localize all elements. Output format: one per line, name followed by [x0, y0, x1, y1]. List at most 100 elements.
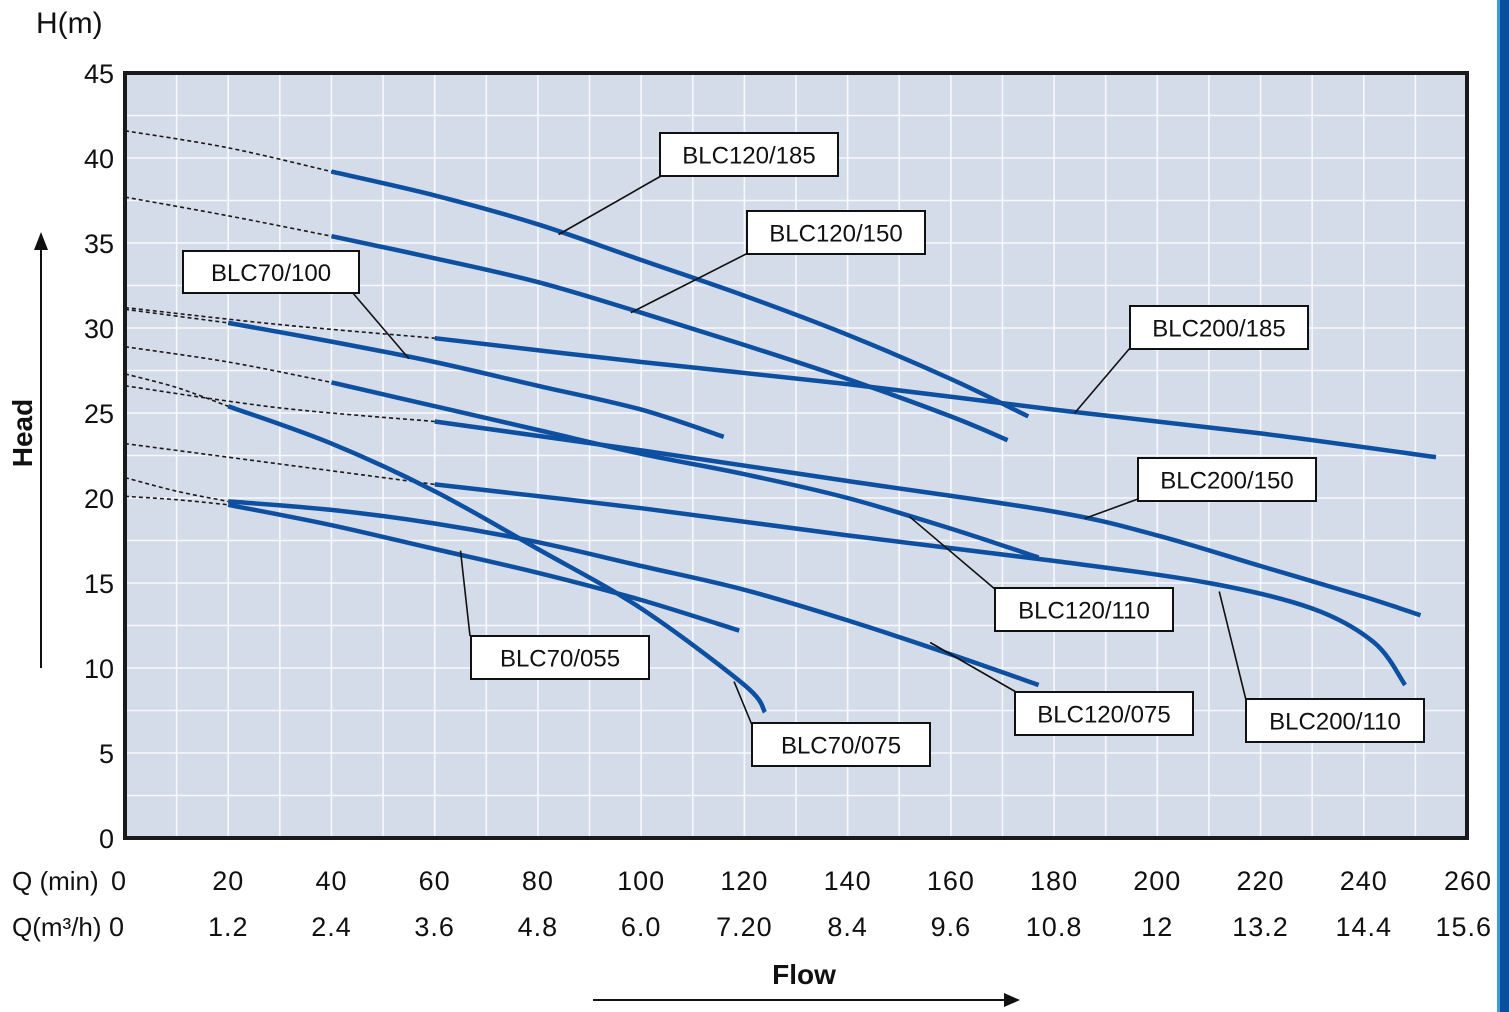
- x-tick-label-m3h: 3.6: [414, 912, 455, 942]
- callout-label-blc70-055: BLC70/055: [500, 646, 620, 673]
- y-axis-arrow-head: [34, 232, 48, 250]
- callout-box-blc120-075: [1014, 691, 1194, 736]
- y-tick-label: 5: [99, 739, 114, 769]
- x-tick-label-m3h: 0: [109, 912, 125, 942]
- x-row-label-min: Q (min): [12, 866, 99, 896]
- y-axis-title: Head: [7, 399, 38, 467]
- leader-line-blc120-075: [929, 641, 1017, 693]
- x-tick-label-m3h: 1.2: [208, 912, 249, 942]
- x-tick-label-m3h: 10.8: [1026, 912, 1083, 942]
- leader-line-blc70-100: [351, 291, 410, 360]
- x-tick-label-min: 80: [522, 866, 554, 896]
- x-tick-label-min: 180: [1030, 866, 1078, 896]
- x-row-label-m3h: Q(m³/h): [12, 912, 102, 942]
- x-tick-label-m3h: 15.6: [1435, 912, 1492, 942]
- callout-layer: BLC120/185 BLC120/150 BLC70/100 BLC200/185 B…: [182, 132, 1425, 767]
- callout-box-blc200-110: [1245, 698, 1425, 743]
- callout-label-blc120-075: BLC120/075: [1037, 702, 1170, 729]
- callout-label-blc200-150: BLC200/150: [1160, 468, 1293, 495]
- curve-blc200-150: [434, 419, 1422, 618]
- right-edge-highlight: [1497, 0, 1500, 1012]
- callout-box-blc120-110: [994, 587, 1174, 632]
- curve-extension-blc70-100: [124, 308, 229, 324]
- x-tick-label-min: 140: [824, 866, 872, 896]
- right-edge-stripe: [1500, 0, 1509, 1012]
- curve-blc120-150: [331, 234, 1009, 443]
- x-tick-label-m3h: 14.4: [1335, 912, 1392, 942]
- curve-blc200-185: [434, 335, 1437, 460]
- leader-line-blc70-055: [459, 550, 471, 637]
- callout-label-blc70-100: BLC70/100: [211, 260, 331, 287]
- x-tick-label-m3h: 6.0: [621, 912, 662, 942]
- y-tick-label: 45: [84, 59, 114, 89]
- y-tick-label: 35: [84, 229, 114, 259]
- curve-blc120-075: [228, 499, 1040, 688]
- callout-box-blc70-075: [751, 722, 931, 767]
- x-tick-label-min: 120: [720, 866, 768, 896]
- x-tick-label-min: 40: [315, 866, 347, 896]
- curve-extension-blc120-110: [124, 345, 332, 384]
- x-tick-labels: 0 0 20 1.2 40 2.4 60 3.6 80 4.8 100 6.0 120 7.20 140 8.…: [109, 866, 1492, 942]
- x-tick-label-m3h: 7.20: [716, 912, 773, 942]
- curve-extension-blc70-055: [124, 495, 229, 506]
- callout-label-blc200-185: BLC200/185: [1152, 316, 1285, 343]
- curve-blc120-110: [330, 380, 1040, 560]
- leader-line-blc120-150: [630, 252, 749, 314]
- callout-label-blc120-185: BLC120/185: [682, 143, 815, 170]
- callout-box-blc120-185: [659, 132, 839, 177]
- curve-extension-blc200-150: [124, 385, 435, 423]
- callout-label-blc120-110: BLC120/110: [1018, 598, 1150, 625]
- callout-label-blc120-150: BLC120/150: [769, 221, 902, 248]
- curve-extension-blc120-185: [124, 130, 332, 173]
- curve-blc70-100: [227, 320, 725, 439]
- x-tick-label-min: 200: [1133, 866, 1181, 896]
- y-tick-label: 20: [84, 484, 114, 514]
- x-axis-title: Flow: [772, 959, 836, 990]
- y-tick-label: 0: [99, 824, 114, 854]
- x-tick-label-m3h: 4.8: [518, 912, 559, 942]
- callout-box-blc70-055: [470, 635, 650, 680]
- x-tick-label-min: 220: [1237, 866, 1285, 896]
- y-tick-label: 30: [84, 314, 114, 344]
- callout-label-blc200-110: BLC200/110: [1269, 709, 1401, 736]
- curve-extension-blc200-185: [124, 306, 435, 339]
- curve-extension-blc120-075: [124, 476, 229, 503]
- callout-box-blc200-150: [1137, 457, 1317, 502]
- curve-layer: [124, 130, 1437, 714]
- x-tick-label-m3h: 8.4: [827, 912, 868, 942]
- x-tick-label-min: 0: [111, 866, 127, 896]
- x-tick-label-min: 60: [419, 866, 451, 896]
- callout-box-blc200-185: [1129, 305, 1309, 350]
- callout-box-blc120-150: [746, 210, 926, 255]
- x-tick-label-m3h: 13.2: [1232, 912, 1289, 942]
- y-tick-label: 40: [84, 144, 114, 174]
- x-tick-label-min: 20: [212, 866, 244, 896]
- y-tick-label: 15: [84, 569, 114, 599]
- leader-line-blc200-110: [1218, 591, 1247, 701]
- y-tick-labels: 0 5 10 15 20 25 30 35 40 45: [84, 59, 114, 854]
- x-tick-label-min: 160: [927, 866, 975, 896]
- curve-extension-blc200-110: [124, 442, 435, 486]
- x-tick-label-m3h: 2.4: [311, 912, 352, 942]
- leader-line-blc70-075: [733, 681, 753, 726]
- y-tick-label: 25: [84, 399, 114, 429]
- y-unit-label: H(m): [36, 7, 103, 40]
- x-tick-label-m3h: 9.6: [931, 912, 972, 942]
- curve-blc70-075: [227, 404, 767, 714]
- x-tick-label-min: 240: [1340, 866, 1388, 896]
- x-tick-label-min: 100: [617, 866, 665, 896]
- curve-blc120-185: [330, 169, 1030, 419]
- leader-line-blc200-185: [1074, 347, 1131, 414]
- curve-extension-blc120-150: [124, 196, 332, 237]
- leader-line-blc200-150: [1084, 498, 1139, 520]
- plot-border: [123, 71, 1469, 840]
- callout-label-blc70-075: BLC70/075: [781, 733, 901, 760]
- curve-blc70-055: [227, 502, 740, 633]
- x-axis-arrow-head: [1004, 993, 1020, 1007]
- x-tick-label-m3h: 12: [1141, 912, 1173, 942]
- leader-line-blc120-110: [909, 516, 997, 591]
- leader-line-blc120-185: [558, 175, 662, 236]
- curve-blc200-110: [434, 482, 1407, 687]
- x-tick-label-min: 260: [1444, 866, 1492, 896]
